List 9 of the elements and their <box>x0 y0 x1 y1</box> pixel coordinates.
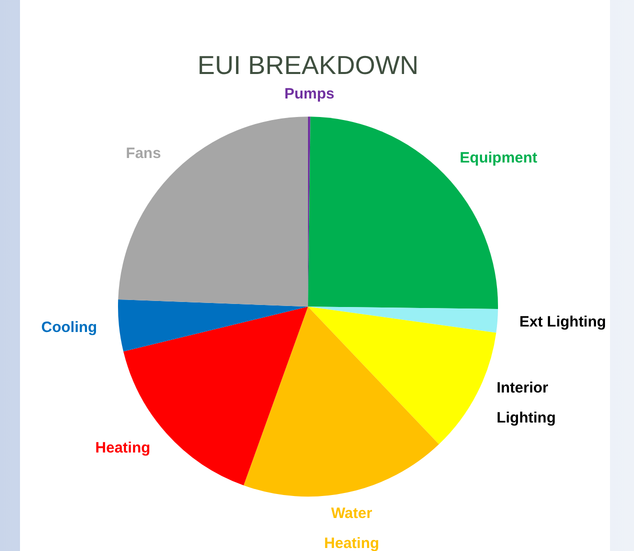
slice-label: Interior Lighting <box>496 380 556 427</box>
slice-label: Ext Lighting <box>519 314 606 331</box>
slice-label: Pumps <box>284 86 334 103</box>
chart-title: EUI BREAKDOWN <box>197 50 419 80</box>
slice-label: Heating <box>95 439 150 456</box>
slice-label: Cooling <box>41 319 98 336</box>
slice-label: Equipment <box>460 150 538 167</box>
slice-label: Water Heating <box>324 505 380 551</box>
slice-label: Fans <box>126 145 161 162</box>
